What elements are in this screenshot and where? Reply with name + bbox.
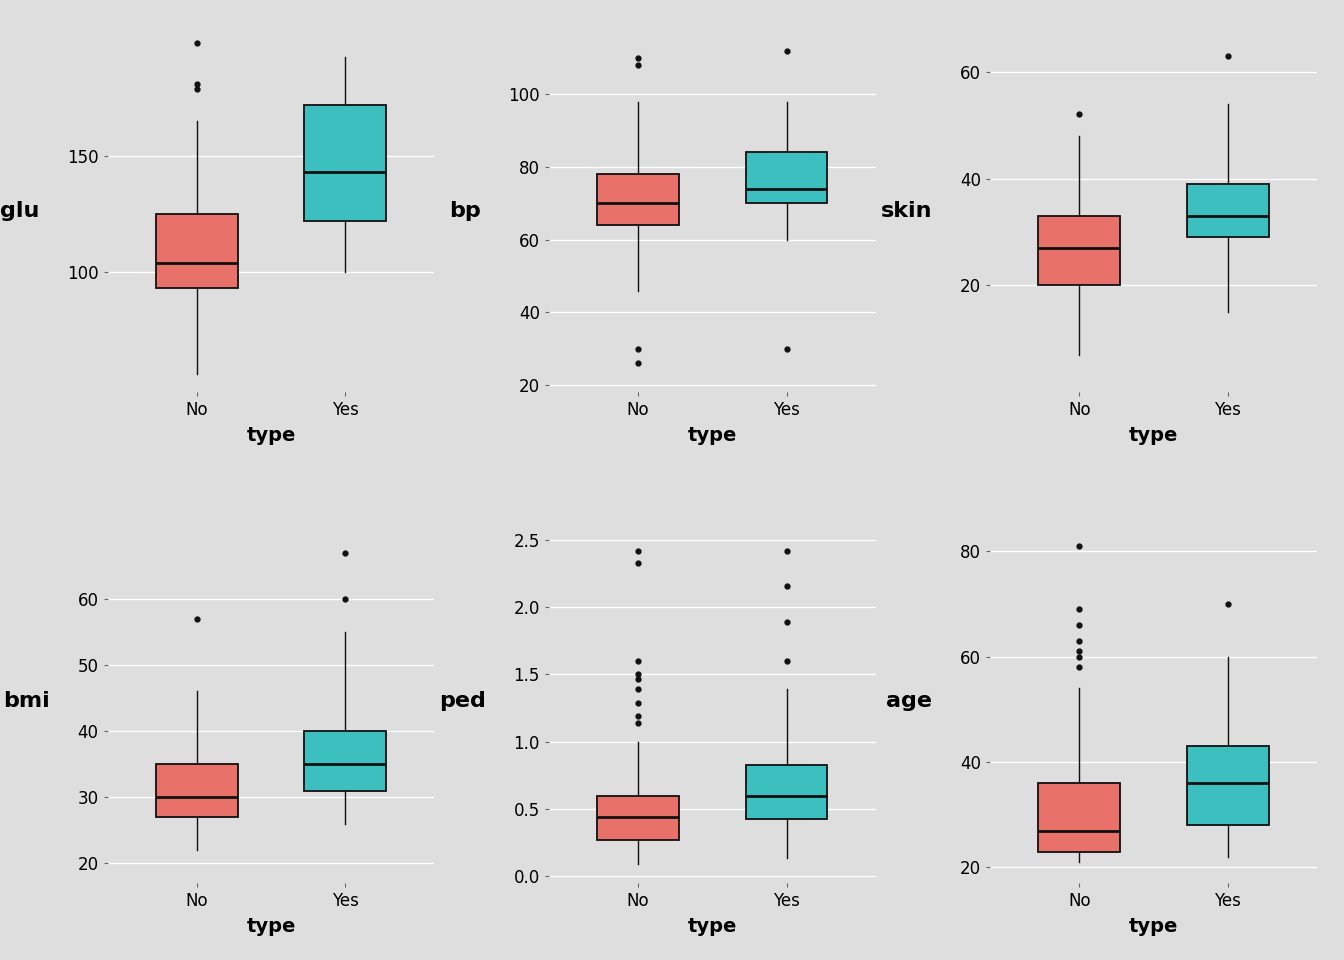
- Bar: [597, 796, 679, 840]
- X-axis label: type: type: [246, 426, 296, 445]
- Bar: [1187, 184, 1269, 237]
- X-axis label: type: type: [688, 917, 737, 936]
- Bar: [1187, 746, 1269, 826]
- Bar: [156, 764, 238, 817]
- Y-axis label: age: age: [886, 691, 933, 711]
- Y-axis label: ped: ped: [438, 691, 485, 711]
- Bar: [746, 765, 828, 819]
- X-axis label: type: type: [1129, 426, 1179, 445]
- Bar: [597, 174, 679, 226]
- X-axis label: type: type: [688, 426, 737, 445]
- Bar: [304, 106, 386, 221]
- Bar: [1039, 783, 1121, 852]
- Bar: [1039, 216, 1121, 285]
- Y-axis label: skin: skin: [880, 201, 933, 221]
- Y-axis label: bmi: bmi: [3, 691, 50, 711]
- X-axis label: type: type: [246, 917, 296, 936]
- Bar: [746, 153, 828, 204]
- X-axis label: type: type: [1129, 917, 1179, 936]
- Bar: [156, 214, 238, 288]
- Y-axis label: glu: glu: [0, 201, 39, 221]
- Bar: [304, 732, 386, 791]
- Y-axis label: bp: bp: [449, 201, 480, 221]
